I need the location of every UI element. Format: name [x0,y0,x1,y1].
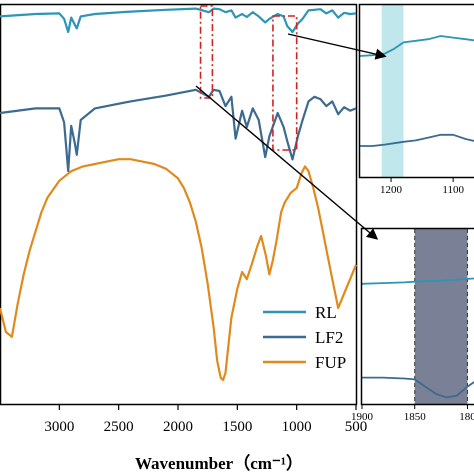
connector-arrow-top [287,33,387,60]
x-tick-label: 2500 [104,419,134,435]
series-line-rl [0,7,357,34]
inset-top-highlight [381,5,404,178]
inset-top-frame [358,3,474,179]
x-tick-label: 3000 [44,419,74,435]
inset-x-tick-label: 1900 [351,411,374,423]
inset-x-tick-label: 1200 [380,184,403,196]
main-annotation-group [199,5,298,151]
series-line-lf2 [0,88,357,173]
inset-x-tick-label: 1100 [442,184,464,196]
legend-label-rl: RL [315,303,337,322]
legend: RL LF2 FUP [263,303,346,372]
main-x-ticks: 3000 2500 2000 1500 1000 500 [44,404,367,435]
inset-series-line-rl [361,277,474,285]
inset-series-line-lf2 [360,133,474,147]
inset-bottom-frame [360,227,474,406]
inset-series-line-rl [359,35,474,57]
inset-bottom-x-ticks: 1900 1850 180 [351,405,474,423]
inset-top-series [359,35,474,147]
inset-top-x-ticks: 1200 1100 [380,178,464,196]
x-tick-label: 500 [345,419,368,435]
legend-label-fup: FUP [315,353,346,372]
inset-x-tick-label: 180 [459,411,474,423]
inset-bottom-series [361,229,474,405]
x-tick-label: 2000 [163,419,193,435]
x-tick-label: 1500 [222,419,252,435]
legend-label-lf2: LF2 [315,328,343,347]
x-tick-label: 1000 [282,419,312,435]
series-line-fup [0,158,358,382]
inset-bottom-highlight [414,229,468,405]
main-plot-frame [0,3,358,406]
x-axis-title: Wavenumber（cm⁻¹） [135,453,303,473]
inset-series-line-lf2 [362,376,474,399]
inset-x-tick-label: 1850 [404,411,427,423]
main-series-group [0,7,358,382]
connector-arrow-bottom [195,85,379,240]
dashed-highlight-box [199,5,214,99]
dashed-highlight-box [272,15,298,151]
